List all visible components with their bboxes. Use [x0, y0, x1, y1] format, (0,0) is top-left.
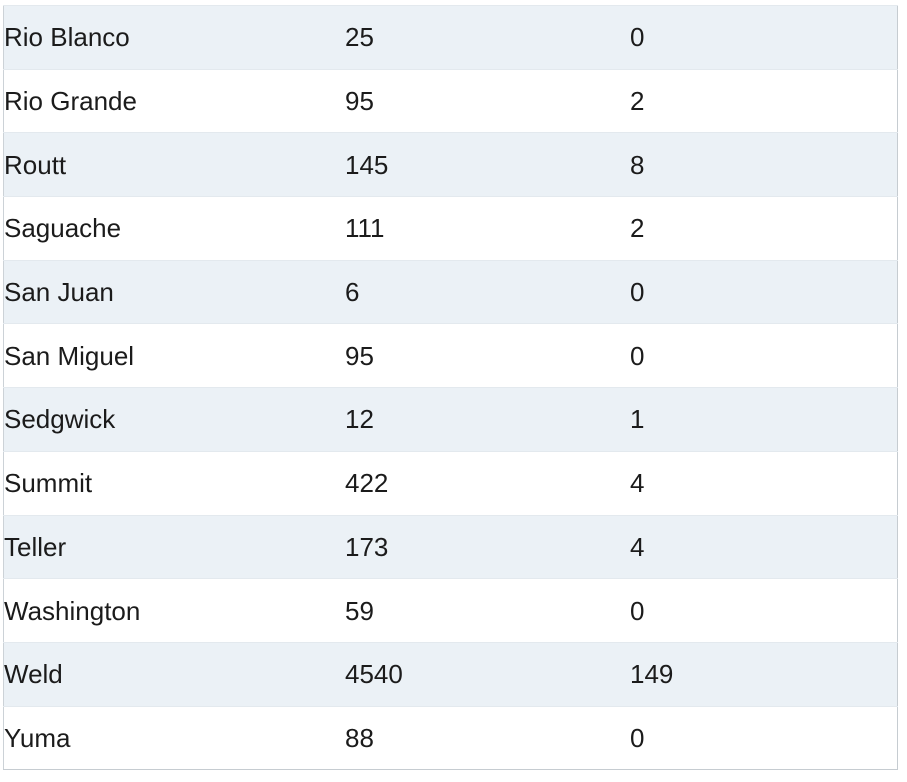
value-2-cell: 0 [630, 323, 898, 388]
value-1-cell: 4540 [345, 641, 630, 707]
county-name-cell: Saguache [3, 196, 345, 261]
county-name-cell: San Juan [3, 259, 345, 324]
value-2-cell: 2 [630, 68, 898, 133]
value-2-cell: 2 [630, 196, 898, 261]
value-1-cell: 88 [345, 705, 630, 770]
value-2-cell: 0 [630, 259, 898, 324]
value-1-cell: 95 [345, 323, 630, 388]
value-2-cell: 8 [630, 132, 898, 197]
county-name-cell: Weld [3, 641, 345, 707]
value-1-cell: 59 [345, 578, 630, 643]
value-1-cell: 6 [345, 259, 630, 324]
county-name-cell: Sedgwick [3, 387, 345, 452]
value-2-cell: 0 [630, 578, 898, 643]
table-row: Teller 173 4 [3, 514, 898, 579]
county-name-cell: Rio Blanco [3, 5, 345, 70]
county-name-cell: Washington [3, 578, 345, 643]
table-row: San Juan 6 0 [3, 259, 898, 324]
value-2-cell: 4 [630, 514, 898, 579]
value-2-cell: 4 [630, 450, 898, 515]
county-name-cell: Summit [3, 450, 345, 515]
table-row: Routt 145 8 [3, 132, 898, 197]
table-row: Washington 59 0 [3, 578, 898, 643]
county-name-cell: Routt [3, 132, 345, 197]
table-row: San Miguel 95 0 [3, 323, 898, 388]
county-name-cell: Yuma [3, 705, 345, 770]
county-name-cell: Teller [3, 514, 345, 579]
value-1-cell: 95 [345, 68, 630, 133]
value-2-cell: 149 [630, 641, 898, 707]
value-1-cell: 25 [345, 5, 630, 70]
table-row: Weld 4540 149 [3, 641, 898, 707]
table-row: Rio Blanco 25 0 [3, 5, 898, 70]
county-data-table: Rio Blanco 25 0 Rio Grande 95 2 Routt 14… [3, 5, 898, 771]
table-body: Rio Blanco 25 0 Rio Grande 95 2 Routt 14… [3, 5, 898, 770]
county-name-cell: San Miguel [3, 323, 345, 388]
value-1-cell: 12 [345, 387, 630, 452]
county-name-cell: Rio Grande [3, 68, 345, 133]
table-row: Summit 422 4 [3, 450, 898, 515]
value-1-cell: 145 [345, 132, 630, 197]
table-row: Sedgwick 12 1 [3, 387, 898, 452]
table-row: Yuma 88 0 [3, 705, 898, 770]
value-2-cell: 0 [630, 5, 898, 70]
table-row: Rio Grande 95 2 [3, 68, 898, 133]
table-row: Saguache 111 2 [3, 196, 898, 261]
value-2-cell: 1 [630, 387, 898, 452]
value-2-cell: 0 [630, 705, 898, 770]
value-1-cell: 111 [345, 196, 630, 261]
value-1-cell: 422 [345, 450, 630, 515]
value-1-cell: 173 [345, 514, 630, 579]
